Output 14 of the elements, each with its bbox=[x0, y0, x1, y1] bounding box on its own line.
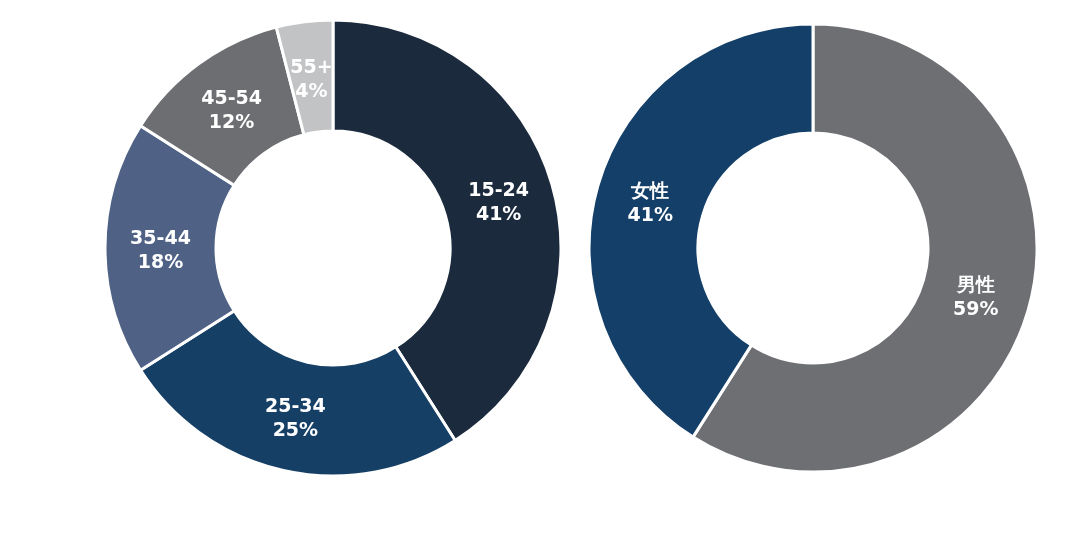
data-label: 25% bbox=[272, 418, 319, 441]
data-label: 59% bbox=[953, 297, 999, 320]
slice-label: 45-54 bbox=[201, 86, 262, 109]
slice-label: 35-44 bbox=[130, 226, 191, 248]
data-label: 4% bbox=[295, 78, 328, 101]
data-label: 41% bbox=[627, 202, 673, 225]
slice-label: 男性 bbox=[955, 273, 995, 296]
slice-label: 15-24 bbox=[468, 177, 530, 200]
slice-label: 25-34 bbox=[264, 394, 326, 417]
data-label: 18% bbox=[137, 250, 184, 272]
slice-label: 55+ bbox=[290, 54, 333, 77]
slice-label: 女性 bbox=[630, 178, 670, 201]
data-label: 12% bbox=[208, 110, 255, 133]
data-label: 41% bbox=[475, 201, 522, 224]
